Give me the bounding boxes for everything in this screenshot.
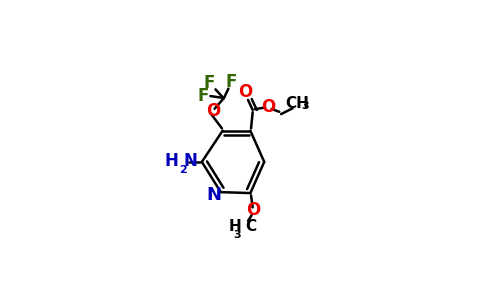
Text: O: O: [261, 98, 275, 116]
Text: CH: CH: [285, 96, 309, 111]
Text: H: H: [165, 152, 178, 170]
Text: N: N: [183, 152, 197, 170]
Text: C: C: [245, 219, 256, 234]
Text: F: F: [226, 73, 237, 91]
Text: O: O: [246, 201, 261, 219]
Text: H: H: [228, 219, 241, 234]
Text: O: O: [238, 83, 252, 101]
Text: 3: 3: [233, 230, 241, 240]
Text: O: O: [206, 102, 220, 120]
Text: 2: 2: [179, 165, 186, 175]
Text: 3: 3: [301, 101, 308, 112]
Text: F: F: [203, 74, 215, 92]
Text: F: F: [197, 87, 209, 105]
Text: N: N: [206, 186, 221, 204]
